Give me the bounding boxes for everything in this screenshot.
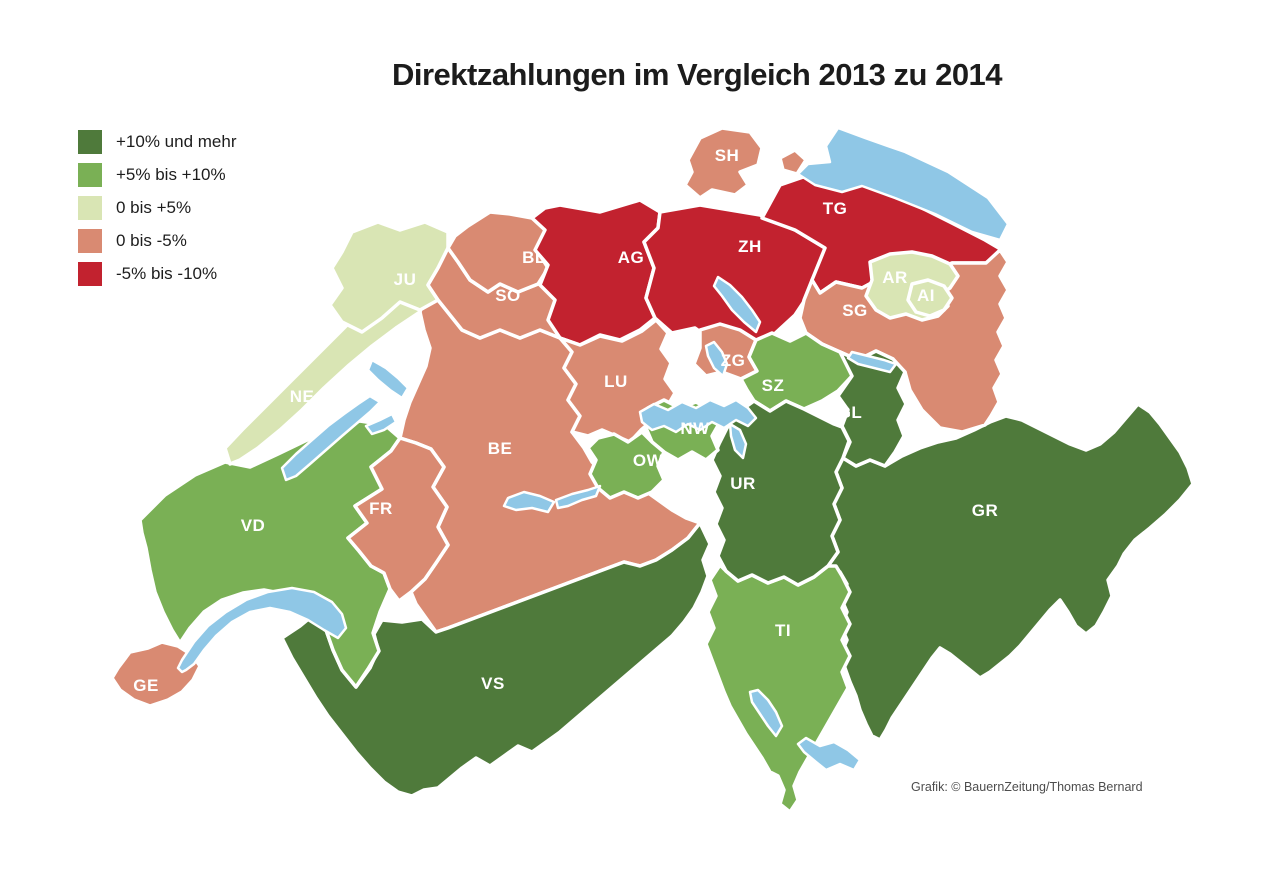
canton-label-ag: AG bbox=[618, 248, 645, 267]
lake-zurich bbox=[712, 275, 762, 334]
canton-label-lu: LU bbox=[604, 372, 628, 391]
canton-label-ur: UR bbox=[730, 474, 756, 493]
canton-ai bbox=[906, 278, 954, 318]
page-title: Direktzahlungen im Vergleich 2013 zu 201… bbox=[391, 57, 1003, 92]
lake-zug bbox=[704, 340, 729, 378]
canton-label-sh: SH bbox=[715, 146, 740, 165]
canton-label-fr: FR bbox=[369, 499, 393, 518]
canton-label-ar: AR bbox=[882, 268, 908, 287]
legend-row: +5% bis +10% bbox=[78, 163, 237, 187]
legend-row: 0 bis +5% bbox=[78, 196, 237, 220]
canton-label-ow: OW bbox=[633, 451, 664, 470]
canton-label-ge: GE bbox=[133, 676, 159, 695]
canton-label-tg: TG bbox=[823, 199, 848, 218]
canton-label-be: BE bbox=[488, 439, 513, 458]
legend-label: -5% bis -10% bbox=[116, 264, 218, 283]
attribution: Grafik: © BauernZeitung/Thomas Bernard bbox=[911, 780, 1143, 794]
legend-label: 0 bis -5% bbox=[116, 231, 187, 250]
canton-label-ne: NE bbox=[290, 387, 315, 406]
canton-sh bbox=[683, 126, 764, 200]
canton-label-ti: TI bbox=[775, 621, 791, 640]
legend-row: +10% und mehr bbox=[78, 130, 237, 154]
canton-ju bbox=[328, 220, 450, 334]
lake-murten bbox=[364, 412, 398, 436]
lake-brienz bbox=[554, 484, 602, 510]
lake-walen bbox=[846, 350, 898, 374]
canton-label-so: SO bbox=[495, 286, 521, 305]
legend-swatch-plus5 bbox=[78, 163, 102, 187]
canton-label-nw: NW bbox=[680, 419, 710, 438]
lake-thun bbox=[502, 490, 556, 514]
legend-row: -5% bis -10% bbox=[78, 262, 237, 286]
canton-gl bbox=[836, 349, 908, 468]
legend-row: 0 bis -5% bbox=[78, 229, 237, 253]
legend-label: +10% und mehr bbox=[116, 132, 237, 151]
canton-label-vd: VD bbox=[241, 516, 266, 535]
canton-ge bbox=[110, 640, 202, 708]
lake-geneva bbox=[176, 586, 348, 674]
lake-constance bbox=[796, 126, 1010, 242]
canton-label-sg: SG bbox=[842, 301, 868, 320]
canton-ag bbox=[530, 198, 662, 347]
canton-sh-exclave bbox=[778, 148, 808, 176]
canton-label-zg: ZG bbox=[721, 351, 746, 370]
lake-uri bbox=[728, 422, 748, 460]
canton-label-sz: SZ bbox=[762, 376, 785, 395]
canton-label-ju: JU bbox=[394, 270, 417, 289]
legend-swatch-minus5 bbox=[78, 262, 102, 286]
lake-biel bbox=[366, 358, 410, 400]
lake-neuchatel bbox=[280, 394, 382, 482]
legend-swatch-zero-plus5 bbox=[78, 196, 102, 220]
canton-sz bbox=[739, 331, 860, 413]
canton-label-ai: AI bbox=[917, 286, 935, 305]
legend: +10% und mehr +5% bis +10% 0 bis +5% 0 b… bbox=[78, 130, 237, 295]
canton-ow bbox=[586, 430, 666, 500]
canton-fr bbox=[346, 436, 450, 603]
legend-label: +5% bis +10% bbox=[116, 165, 226, 184]
lake-maggiore bbox=[748, 688, 784, 738]
lake-lucerne bbox=[638, 398, 758, 434]
canton-label-gl: GL bbox=[838, 403, 863, 422]
canton-vs bbox=[280, 521, 712, 798]
legend-swatch-plus10 bbox=[78, 130, 102, 154]
legend-label: 0 bis +5% bbox=[116, 198, 192, 217]
canton-label-vs: VS bbox=[481, 674, 505, 693]
legend-swatch-zero-minus5 bbox=[78, 229, 102, 253]
canton-label-bl: BL bbox=[522, 248, 546, 267]
canton-ti bbox=[704, 563, 852, 814]
canton-label-zh: ZH bbox=[738, 237, 762, 256]
lake-lugano bbox=[796, 736, 862, 772]
canton-label-gr: GR bbox=[972, 501, 999, 520]
